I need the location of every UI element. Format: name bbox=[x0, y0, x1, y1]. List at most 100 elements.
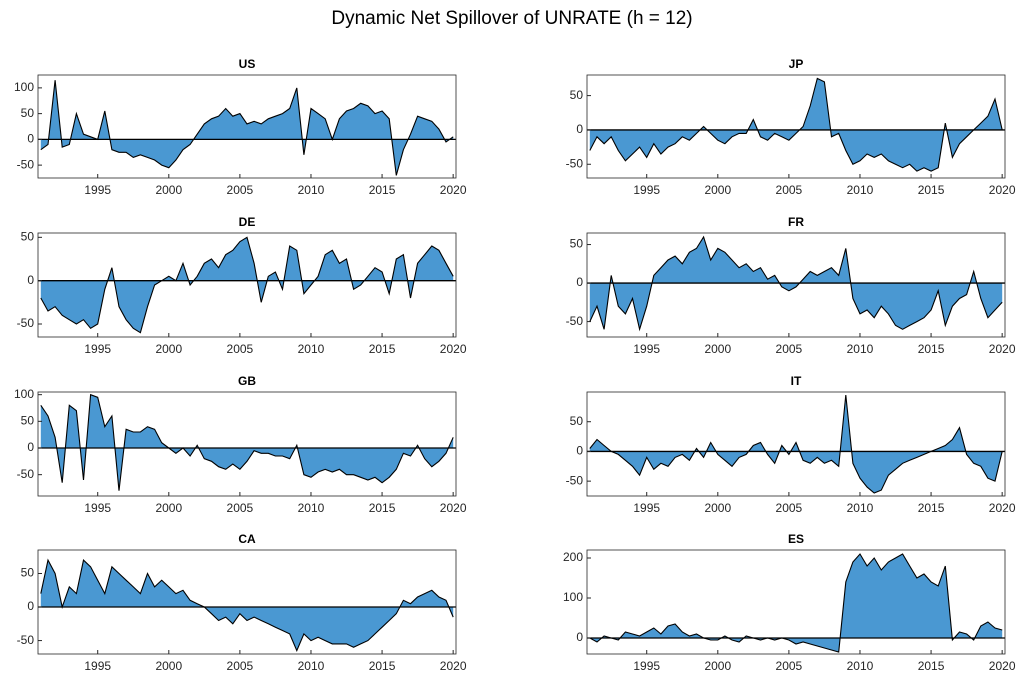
x-tick-label: 2015 bbox=[918, 183, 945, 197]
series-line bbox=[40, 80, 454, 176]
series-line bbox=[40, 393, 454, 491]
y-tick-label: 0 bbox=[576, 122, 583, 136]
plot-frame bbox=[37, 232, 457, 338]
plot-frame bbox=[586, 549, 1006, 655]
x-tick-label: 2010 bbox=[298, 183, 325, 197]
x-tick-label: 1995 bbox=[633, 659, 660, 673]
x-tick-label: 2005 bbox=[776, 183, 803, 197]
x-tick-label: 2015 bbox=[918, 659, 945, 673]
x-tick-label: 1995 bbox=[84, 501, 111, 515]
series-line bbox=[589, 553, 1003, 653]
x-tick-label: 2000 bbox=[155, 342, 182, 356]
x-tick-label: 2020 bbox=[989, 342, 1016, 356]
subplot-title: ES bbox=[788, 532, 804, 546]
x-tick-label: 2010 bbox=[847, 342, 874, 356]
subplot-title: GB bbox=[238, 374, 256, 388]
x-tick-label: 1995 bbox=[84, 183, 111, 197]
figure-title: Dynamic Net Spillover of UNRATE (h = 12) bbox=[331, 8, 692, 29]
y-tick-label: -50 bbox=[17, 633, 35, 647]
subplot-title: US bbox=[239, 57, 256, 71]
x-tick-label: 2005 bbox=[227, 501, 254, 515]
x-tick-label: 2000 bbox=[704, 501, 731, 515]
y-tick-label: 100 bbox=[14, 80, 34, 94]
y-tick-label: -50 bbox=[17, 316, 35, 330]
y-tick-label: 50 bbox=[21, 414, 35, 428]
x-tick-label: 1995 bbox=[84, 659, 111, 673]
x-tick-label: 2005 bbox=[776, 659, 803, 673]
plot-frame bbox=[586, 391, 1006, 497]
subplot-title: DE bbox=[239, 215, 256, 229]
y-tick-label: 50 bbox=[570, 414, 584, 428]
x-tick-label: 2020 bbox=[989, 659, 1016, 673]
x-tick-label: 2005 bbox=[227, 183, 254, 197]
x-tick-label: 2020 bbox=[989, 501, 1016, 515]
area-fill bbox=[40, 394, 454, 491]
y-tick-label: 0 bbox=[576, 630, 583, 644]
y-tick-label: 0 bbox=[27, 132, 34, 146]
x-tick-label: 2015 bbox=[369, 659, 396, 673]
plot-frame bbox=[37, 391, 457, 497]
x-tick-label: 1995 bbox=[633, 183, 660, 197]
x-tick-label: 2005 bbox=[227, 342, 254, 356]
y-tick-label: -50 bbox=[566, 156, 584, 170]
plot-frame bbox=[586, 74, 1006, 179]
x-tick-label: 2015 bbox=[369, 183, 396, 197]
y-tick-label: 0 bbox=[27, 599, 34, 613]
series-line bbox=[589, 77, 1003, 172]
x-tick-label: 2005 bbox=[227, 659, 254, 673]
x-tick-label: 2000 bbox=[155, 183, 182, 197]
y-tick-label: -50 bbox=[566, 473, 584, 487]
area-fill bbox=[40, 560, 454, 651]
y-tick-label: 50 bbox=[21, 566, 35, 580]
y-tick-label: 0 bbox=[27, 440, 34, 454]
x-tick-label: 2010 bbox=[298, 342, 325, 356]
y-tick-label: -50 bbox=[17, 467, 35, 481]
area-fill bbox=[589, 395, 1003, 493]
y-tick-label: 100 bbox=[14, 387, 34, 401]
x-tick-label: 2000 bbox=[155, 659, 182, 673]
series-line bbox=[589, 235, 1003, 332]
x-tick-label: 2000 bbox=[704, 183, 731, 197]
x-tick-label: 2015 bbox=[369, 501, 396, 515]
x-tick-label: 2010 bbox=[847, 183, 874, 197]
area-fill bbox=[589, 78, 1003, 172]
x-tick-label: 2005 bbox=[776, 501, 803, 515]
x-tick-label: 1995 bbox=[633, 501, 660, 515]
x-tick-label: 2005 bbox=[776, 342, 803, 356]
y-tick-label: -50 bbox=[17, 157, 35, 171]
x-tick-label: 2020 bbox=[440, 183, 467, 197]
y-tick-label: 0 bbox=[27, 273, 34, 287]
y-tick-label: 200 bbox=[563, 550, 583, 564]
x-tick-label: 2010 bbox=[847, 501, 874, 515]
subplot-title: CA bbox=[238, 532, 256, 546]
x-tick-label: 2015 bbox=[369, 342, 396, 356]
x-tick-label: 2010 bbox=[298, 501, 325, 515]
area-fill bbox=[40, 237, 454, 333]
y-tick-label: 0 bbox=[576, 275, 583, 289]
series-line bbox=[40, 558, 454, 653]
area-fill bbox=[589, 554, 1003, 652]
x-tick-label: 2000 bbox=[704, 659, 731, 673]
x-tick-label: 2015 bbox=[918, 501, 945, 515]
area-fill bbox=[40, 80, 454, 176]
y-tick-label: 100 bbox=[563, 590, 583, 604]
x-tick-label: 2000 bbox=[155, 501, 182, 515]
x-tick-label: 2020 bbox=[440, 659, 467, 673]
subplot-title: IT bbox=[791, 374, 802, 388]
y-tick-label: 50 bbox=[570, 88, 584, 102]
x-tick-label: 2010 bbox=[847, 659, 874, 673]
y-tick-label: 50 bbox=[21, 230, 35, 244]
y-tick-label: 50 bbox=[21, 106, 35, 120]
y-tick-label: 0 bbox=[576, 444, 583, 458]
plot-frame bbox=[586, 232, 1006, 338]
x-tick-label: 1995 bbox=[84, 342, 111, 356]
x-tick-label: 2000 bbox=[704, 342, 731, 356]
x-tick-label: 2020 bbox=[989, 183, 1016, 197]
x-tick-label: 1995 bbox=[633, 342, 660, 356]
series-line bbox=[40, 236, 454, 334]
plot-frame bbox=[37, 74, 457, 179]
x-tick-label: 2010 bbox=[298, 659, 325, 673]
plot-frame bbox=[37, 549, 457, 655]
x-tick-label: 2020 bbox=[440, 501, 467, 515]
